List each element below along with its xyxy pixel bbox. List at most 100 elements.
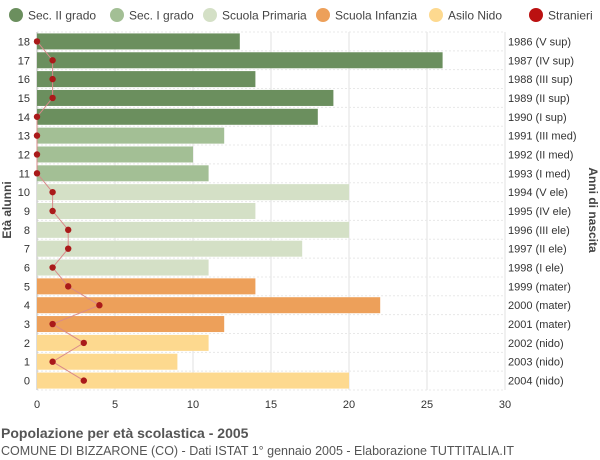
legend-label: Sec. II grado (28, 9, 96, 23)
bar (37, 146, 193, 163)
y-tick-label: 14 (18, 112, 30, 124)
legend-label: Scuola Primaria (222, 9, 307, 23)
bar (37, 127, 225, 144)
stranieri-point (65, 245, 72, 252)
x-tick-label: 0 (34, 399, 40, 411)
stranieri-point (49, 320, 56, 328)
bar (37, 221, 349, 238)
stranieri-point (49, 75, 56, 83)
y-tick-label: 10 (18, 187, 30, 199)
legend-label: Scuola Infanzia (335, 9, 417, 23)
legend-marker (529, 8, 543, 22)
y-tick-label-right: 2003 (nido) (508, 357, 564, 369)
stranieri-point (49, 207, 56, 215)
bars (37, 33, 443, 389)
stranieri-point (49, 358, 56, 365)
legend-marker (429, 8, 443, 22)
legend-label: Stranieri (548, 9, 593, 23)
stranieri-point (80, 377, 88, 384)
legend-marker (110, 8, 124, 22)
stranieri-point (80, 339, 88, 347)
y-tick-label-right: 1993 (I med) (508, 168, 570, 180)
stranieri-point (33, 38, 41, 45)
y-tick-label-right: 1994 (V ele) (508, 187, 568, 199)
bar (37, 297, 381, 314)
bar (37, 203, 256, 219)
stranieri-point (65, 283, 72, 290)
y-tick-label-right: 2001 (mater) (508, 319, 571, 331)
y-tick-label-right: 1998 (I ele) (508, 263, 564, 275)
legend-marker (316, 8, 330, 22)
y-axis-title-right: Anni di nascita (586, 167, 600, 253)
y-axis-title-left: Età alunni (0, 181, 14, 238)
y-tick-label-right: 1996 (III ele) (508, 225, 570, 237)
y-axis-right: 1986 (V sup) 1987 (IV sup) 1988 (III sup) 1… (508, 36, 576, 387)
y-tick-label: 0 (24, 376, 30, 388)
x-axis: 0 5 10 15 20 25 30 (34, 399, 511, 411)
stranieri-point (49, 57, 56, 64)
bar (37, 353, 178, 370)
stranieri-point (33, 132, 41, 139)
stranieri-point (49, 188, 56, 196)
bar (37, 259, 209, 276)
y-tick-label: 2 (24, 338, 30, 350)
bar (37, 372, 349, 389)
y-tick-label-right: 2002 (nido) (508, 338, 564, 350)
grid (36, 31, 506, 391)
y-tick-label: 5 (24, 281, 30, 293)
y-tick-label: 15 (18, 93, 30, 105)
y-tick-label-right: 1986 (V sup) (508, 36, 571, 48)
y-tick-label: 11 (19, 168, 30, 180)
stranieri-line (33, 38, 103, 384)
legend: Sec. II grado Sec. I grado Scuola Primaria… (9, 8, 593, 23)
bar (37, 316, 225, 333)
chart-title: Popolazione per età scolastica - 2005 (1, 425, 249, 441)
bar (37, 71, 256, 88)
x-tick-label: 20 (343, 399, 355, 411)
legend-marker (203, 8, 217, 22)
stranieri-point (33, 113, 41, 120)
x-tick-label: 5 (112, 399, 118, 411)
y-tick-label: 17 (18, 55, 30, 67)
bar (37, 184, 349, 201)
y-tick-label: 12 (18, 149, 30, 161)
bar (37, 334, 209, 351)
stranieri-point (33, 170, 41, 177)
chart-subtitle: COMUNE DI BIZZARONE (CO) - Dati ISTAT 1°… (1, 444, 515, 458)
y-tick-label: 3 (24, 319, 30, 331)
x-tick-label: 30 (499, 399, 511, 411)
bar (37, 33, 240, 50)
y-tick-label-right: 2000 (mater) (508, 300, 571, 312)
bar (37, 240, 303, 257)
y-tick-label: 9 (24, 206, 30, 218)
stranieri-point (96, 302, 103, 309)
stranieri-point (49, 94, 56, 102)
legend-label: Asilo Nido (448, 9, 502, 23)
y-tick-label-right: 1989 (II sup) (508, 93, 570, 105)
x-tick-label: 25 (421, 399, 433, 411)
bar (37, 108, 318, 125)
y-tick-label-right: 1991 (III med) (508, 131, 576, 143)
y-tick-label: 6 (24, 263, 30, 275)
y-tick-label-right: 1987 (IV sup) (508, 55, 574, 67)
x-tick-label: 10 (187, 399, 199, 411)
y-tick-label-right: 1990 (I sup) (508, 112, 567, 124)
y-tick-label-right: 1999 (mater) (508, 281, 571, 293)
bar (37, 52, 443, 69)
y-tick-label: 1 (24, 357, 30, 369)
y-tick-label-right: 1997 (II ele) (508, 244, 567, 256)
y-tick-label: 7 (24, 244, 30, 256)
bar (37, 165, 209, 182)
y-tick-label: 13 (18, 131, 30, 143)
y-tick-label-right: 1988 (III sup) (508, 74, 573, 86)
y-tick-label-right: 1995 (IV ele) (508, 206, 571, 218)
bar (37, 278, 256, 295)
y-tick-label: 18 (18, 36, 30, 48)
stranieri-point (49, 264, 56, 271)
y-tick-label: 8 (24, 225, 30, 237)
population-chart: Sec. II grado Sec. I grado Scuola Primaria… (0, 8, 600, 411)
y-tick-label: 4 (24, 300, 30, 312)
x-tick-label: 15 (265, 399, 277, 411)
stranieri-point (65, 226, 72, 234)
